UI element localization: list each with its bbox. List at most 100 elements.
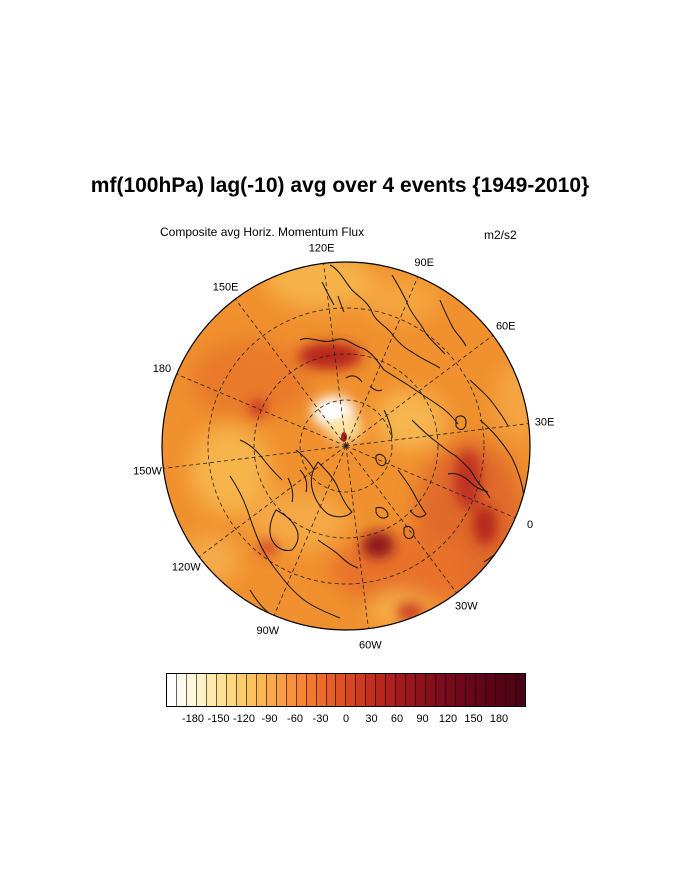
longitude-label: 60W xyxy=(359,640,382,652)
longitude-label: 120E xyxy=(309,242,335,254)
colorbar-swatch xyxy=(495,674,506,706)
colorbar-swatch xyxy=(386,674,397,706)
coastline-iceland xyxy=(375,507,389,519)
colorbar-swatch xyxy=(486,674,496,706)
field-pole-white xyxy=(323,403,343,419)
latitude-circle xyxy=(299,399,393,493)
colorbar-swatch xyxy=(336,674,347,706)
coastline-alaska xyxy=(239,439,283,481)
longitude-label: 90W xyxy=(257,625,280,637)
meridian-line xyxy=(345,445,369,629)
longitude-label: 150W xyxy=(133,465,162,477)
coastline-japan xyxy=(321,281,345,313)
longitude-label: 30E xyxy=(535,417,555,429)
field-hot-spot xyxy=(250,399,266,417)
colorbar-swatch xyxy=(167,674,177,706)
coastline-india xyxy=(439,299,467,347)
longitude-label: 120W xyxy=(172,561,201,573)
colorbar-swatch xyxy=(226,674,237,706)
colorbar-swatch xyxy=(515,674,525,706)
coastline-greenland xyxy=(310,461,353,518)
colorbar-tick-label: -180 xyxy=(181,713,205,725)
field-layer xyxy=(162,262,530,630)
colorbar-swatch xyxy=(426,674,437,706)
field-hot-spot xyxy=(258,540,278,556)
longitude-label: 30W xyxy=(455,601,478,613)
field-pale-region xyxy=(495,360,530,440)
latitude-circle xyxy=(253,353,439,539)
meridian-line xyxy=(323,263,347,447)
meridian-lines xyxy=(163,263,529,629)
colorbar-swatch xyxy=(476,674,486,706)
colorbar-tick-label: -150 xyxy=(207,713,230,725)
colorbar-swatch xyxy=(196,674,207,706)
colorbar-tick-label: 30 xyxy=(365,713,378,725)
colorbar-swatch xyxy=(276,674,287,706)
colorbar-tick-label: 90 xyxy=(416,713,429,725)
longitude-label: 150E xyxy=(213,281,239,293)
coastline-caspian xyxy=(455,415,467,430)
colorbar-tick-label: -60 xyxy=(287,713,303,725)
colorbar-swatch xyxy=(186,674,197,706)
colorbar-swatch xyxy=(236,674,247,706)
coastline-china xyxy=(391,274,446,355)
colorbar-tick-label: 60 xyxy=(390,713,404,725)
coastlines xyxy=(229,264,525,630)
colorbar-swatch xyxy=(206,674,217,706)
coastline-scandinavia xyxy=(397,469,427,518)
longitude-label: 60E xyxy=(496,321,516,333)
coastline-eurasia-north xyxy=(299,338,459,425)
colorbar-swatch xyxy=(505,674,516,706)
colorbar-tick-label: -120 xyxy=(232,713,256,725)
meridian-line xyxy=(345,423,529,447)
meridian-line xyxy=(345,334,494,447)
coastline-mediterranean xyxy=(447,473,489,493)
colorbar-swatch xyxy=(416,674,427,706)
colorbar-tick-label: 120 xyxy=(438,713,458,725)
colorbar-swatch xyxy=(346,674,357,706)
colorbar-swatch xyxy=(266,674,277,706)
coastline-novaya-zemlya xyxy=(383,409,393,439)
colorbar-swatch xyxy=(466,674,477,706)
coastline-east-asia xyxy=(329,264,441,369)
colorbar-tick-label: -90 xyxy=(261,713,278,725)
coastline-svalbard xyxy=(375,453,387,467)
meridian-line xyxy=(345,445,516,519)
colorbar-swatch xyxy=(296,674,307,706)
coastline-british-isles xyxy=(403,525,415,539)
page-title: mf(100hPa) lag(-10) avg over 4 events {1… xyxy=(90,174,590,197)
colorbar-swatch xyxy=(356,674,367,706)
graticule xyxy=(163,263,529,629)
colorbar-swatch xyxy=(326,674,337,706)
coastline-north-america xyxy=(229,475,341,619)
field-pale-region xyxy=(265,262,375,308)
colorbar-tick-label: 150 xyxy=(464,713,483,725)
latitude-circle xyxy=(207,307,485,585)
colorbar-swatch xyxy=(316,674,327,706)
colorbar-swatch xyxy=(376,674,387,706)
coastline-arabia xyxy=(469,379,509,427)
colorbar-tick-label: 180 xyxy=(489,713,509,725)
field-small-spot xyxy=(341,432,347,442)
meridian-line xyxy=(163,445,347,469)
coastline-labrador xyxy=(317,539,359,569)
meridian-line xyxy=(273,445,347,616)
field-pale-region xyxy=(190,425,270,515)
field-pale-region xyxy=(360,278,440,322)
colorbar-swatch xyxy=(246,674,257,706)
units-label: m2/s2 xyxy=(484,228,517,242)
longitude-label: 180 xyxy=(153,363,171,375)
field-darker-band xyxy=(190,340,310,420)
colorbar-swatch xyxy=(366,674,377,706)
field-pole-pale xyxy=(326,414,362,442)
coastline-hudson-bay xyxy=(269,509,299,551)
colorbar-tick-label: 0 xyxy=(342,713,350,725)
meridian-line xyxy=(345,445,458,594)
meridian-line xyxy=(198,445,347,558)
map-subtitle: Composite avg Horiz. Momentum Flux xyxy=(160,225,365,239)
colorbar-swatch xyxy=(216,674,227,706)
colorbar-labels: -180 -150 -120 -90 -60 -30 0 30 60 90 120 150 180 xyxy=(0,713,680,729)
field-hot-spot xyxy=(362,532,394,558)
colorbar-swatch xyxy=(456,674,467,706)
